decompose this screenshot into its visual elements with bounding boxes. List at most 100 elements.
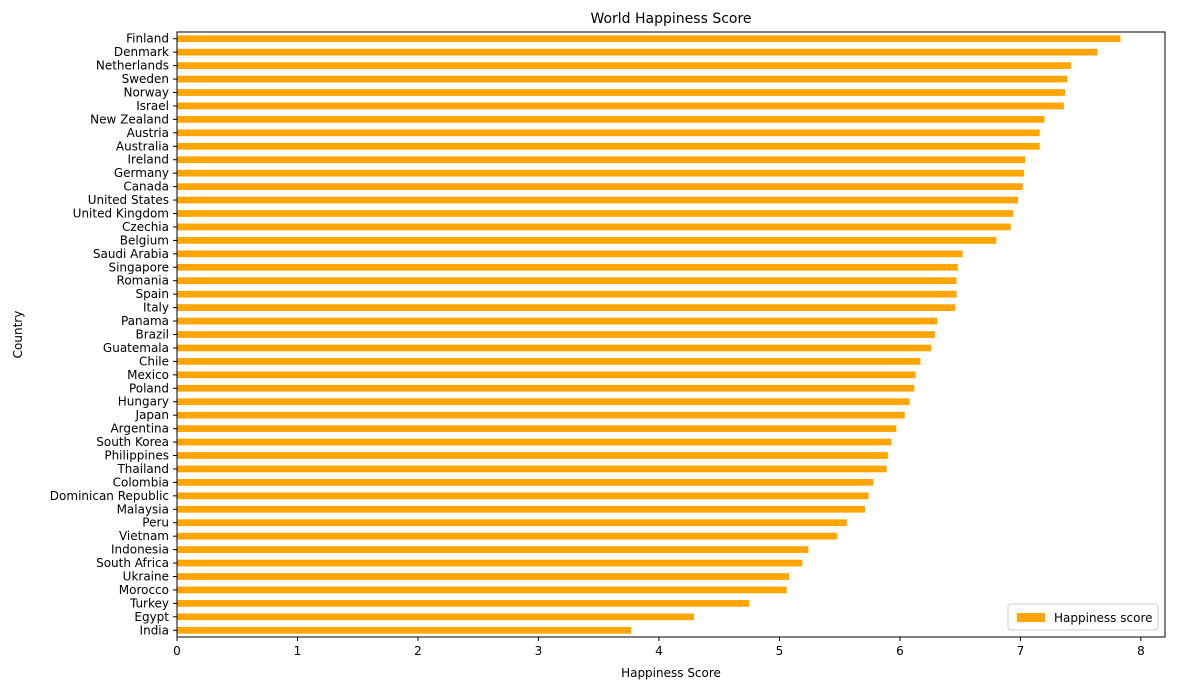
y-tick-label-7: Austria bbox=[127, 126, 169, 140]
bar-7 bbox=[177, 129, 1040, 137]
y-tick-label-13: United Kingdom bbox=[73, 207, 169, 221]
bar-21 bbox=[177, 317, 938, 325]
legend-swatch bbox=[1017, 613, 1045, 622]
bar-36 bbox=[177, 519, 847, 527]
y-tick-label-22: Brazil bbox=[136, 328, 170, 342]
x-tick-label-8: 8 bbox=[1137, 644, 1145, 658]
bar-41 bbox=[177, 586, 787, 594]
y-tick-labels: FinlandDenmarkNetherlandsSwedenNorwayIsr… bbox=[50, 32, 177, 637]
x-tick-label-7: 7 bbox=[1017, 644, 1025, 658]
bar-38 bbox=[177, 546, 809, 553]
bar-25 bbox=[177, 371, 916, 379]
x-tick-label-3: 3 bbox=[535, 644, 543, 658]
bar-16 bbox=[177, 250, 963, 258]
bar-42 bbox=[177, 600, 750, 607]
y-tick-label-19: Spain bbox=[135, 287, 169, 301]
x-tick-label-4: 4 bbox=[655, 644, 663, 658]
x-tick-labels: 0 1 2 3 4 5 6 7 8 bbox=[173, 637, 1145, 658]
bar-18 bbox=[177, 277, 957, 285]
y-tick-label-38: Indonesia bbox=[111, 543, 169, 557]
bar-9 bbox=[177, 156, 1026, 164]
x-tick-label-0: 0 bbox=[173, 644, 181, 658]
y-tick-label-35: Malaysia bbox=[117, 502, 169, 516]
y-tick-label-5: Israel bbox=[136, 99, 169, 113]
y-tick-label-16: Saudi Arabia bbox=[93, 247, 169, 261]
y-tick-label-2: Netherlands bbox=[96, 59, 169, 73]
y-tick-label-33: Colombia bbox=[113, 475, 169, 489]
plot-frame bbox=[176, 31, 1166, 638]
bar-4 bbox=[177, 89, 1065, 96]
bar-30 bbox=[177, 438, 892, 446]
y-tick-label-3: Sweden bbox=[122, 72, 169, 86]
y-tick-label-18: Romania bbox=[117, 274, 169, 288]
bar-43 bbox=[177, 613, 694, 621]
bar-35 bbox=[177, 505, 865, 513]
chart-title: World Happiness Score bbox=[590, 11, 751, 27]
x-tick-label-5: 5 bbox=[776, 644, 784, 658]
bar-40 bbox=[177, 573, 790, 580]
legend-label: Happiness score bbox=[1054, 611, 1153, 625]
y-tick-label-31: Philippines bbox=[104, 449, 169, 463]
x-tick-label-6: 6 bbox=[896, 644, 904, 658]
y-tick-label-24: Chile bbox=[139, 354, 169, 368]
y-tick-label-10: Germany bbox=[114, 166, 169, 180]
bar-13 bbox=[177, 210, 1014, 217]
bar-6 bbox=[177, 116, 1045, 123]
y-tick-label-21: Panama bbox=[121, 314, 169, 328]
y-tick-label-43: Egypt bbox=[134, 610, 169, 624]
y-axis-title: Country bbox=[11, 311, 25, 359]
y-tick-label-26: Poland bbox=[129, 381, 169, 395]
bar-27 bbox=[177, 398, 910, 406]
bar-33 bbox=[177, 479, 874, 486]
bar-1 bbox=[177, 48, 1098, 56]
bar-28 bbox=[177, 411, 905, 419]
bar-22 bbox=[177, 331, 935, 338]
bar-8 bbox=[177, 142, 1040, 150]
bar-23 bbox=[177, 344, 932, 352]
bar-26 bbox=[177, 384, 915, 392]
bar-11 bbox=[177, 183, 1023, 190]
bar-37 bbox=[177, 532, 838, 540]
y-tick-label-12: United States bbox=[88, 193, 169, 207]
bar-5 bbox=[177, 102, 1064, 110]
y-tick-label-9: Ireland bbox=[127, 153, 169, 167]
bar-0 bbox=[177, 35, 1121, 43]
y-tick-label-25: Mexico bbox=[127, 368, 169, 382]
bar-2 bbox=[177, 62, 1072, 69]
bar-3 bbox=[177, 75, 1068, 83]
x-tick-label-1: 1 bbox=[294, 644, 302, 658]
y-tick-label-29: Argentina bbox=[110, 422, 169, 436]
bar-31 bbox=[177, 452, 888, 459]
bar-10 bbox=[177, 169, 1025, 177]
y-tick-label-37: Vietnam bbox=[119, 529, 169, 543]
y-tick-label-4: Norway bbox=[123, 86, 169, 100]
x-axis-title: Happiness Score bbox=[621, 666, 721, 680]
y-tick-label-40: Ukraine bbox=[123, 570, 169, 584]
y-tick-label-30: South Korea bbox=[96, 435, 169, 449]
bar-15 bbox=[177, 237, 997, 244]
y-tick-label-42: Turkey bbox=[129, 596, 169, 610]
bars-layer bbox=[177, 35, 1121, 634]
y-tick-label-36: Peru bbox=[142, 516, 169, 530]
y-tick-label-28: Japan bbox=[135, 408, 169, 422]
bar-39 bbox=[177, 559, 803, 567]
y-tick-label-39: South Africa bbox=[96, 556, 169, 570]
y-tick-label-11: Canada bbox=[123, 180, 169, 194]
bar-19 bbox=[177, 290, 957, 298]
y-tick-label-17: Singapore bbox=[108, 260, 169, 274]
y-tick-label-0: Finland bbox=[126, 32, 169, 46]
y-tick-label-15: Belgium bbox=[120, 233, 169, 247]
bar-12 bbox=[177, 196, 1019, 204]
y-tick-label-8: Australia bbox=[116, 139, 169, 153]
y-tick-label-44: India bbox=[140, 623, 169, 637]
y-tick-label-20: Italy bbox=[143, 301, 169, 315]
bar-32 bbox=[177, 465, 887, 473]
bar-44 bbox=[177, 626, 632, 634]
y-tick-label-34: Dominican Republic bbox=[50, 489, 169, 503]
bar-17 bbox=[177, 263, 958, 271]
bar-20 bbox=[177, 304, 956, 311]
bar-24 bbox=[177, 358, 921, 365]
y-tick-label-32: Thailand bbox=[116, 462, 169, 476]
